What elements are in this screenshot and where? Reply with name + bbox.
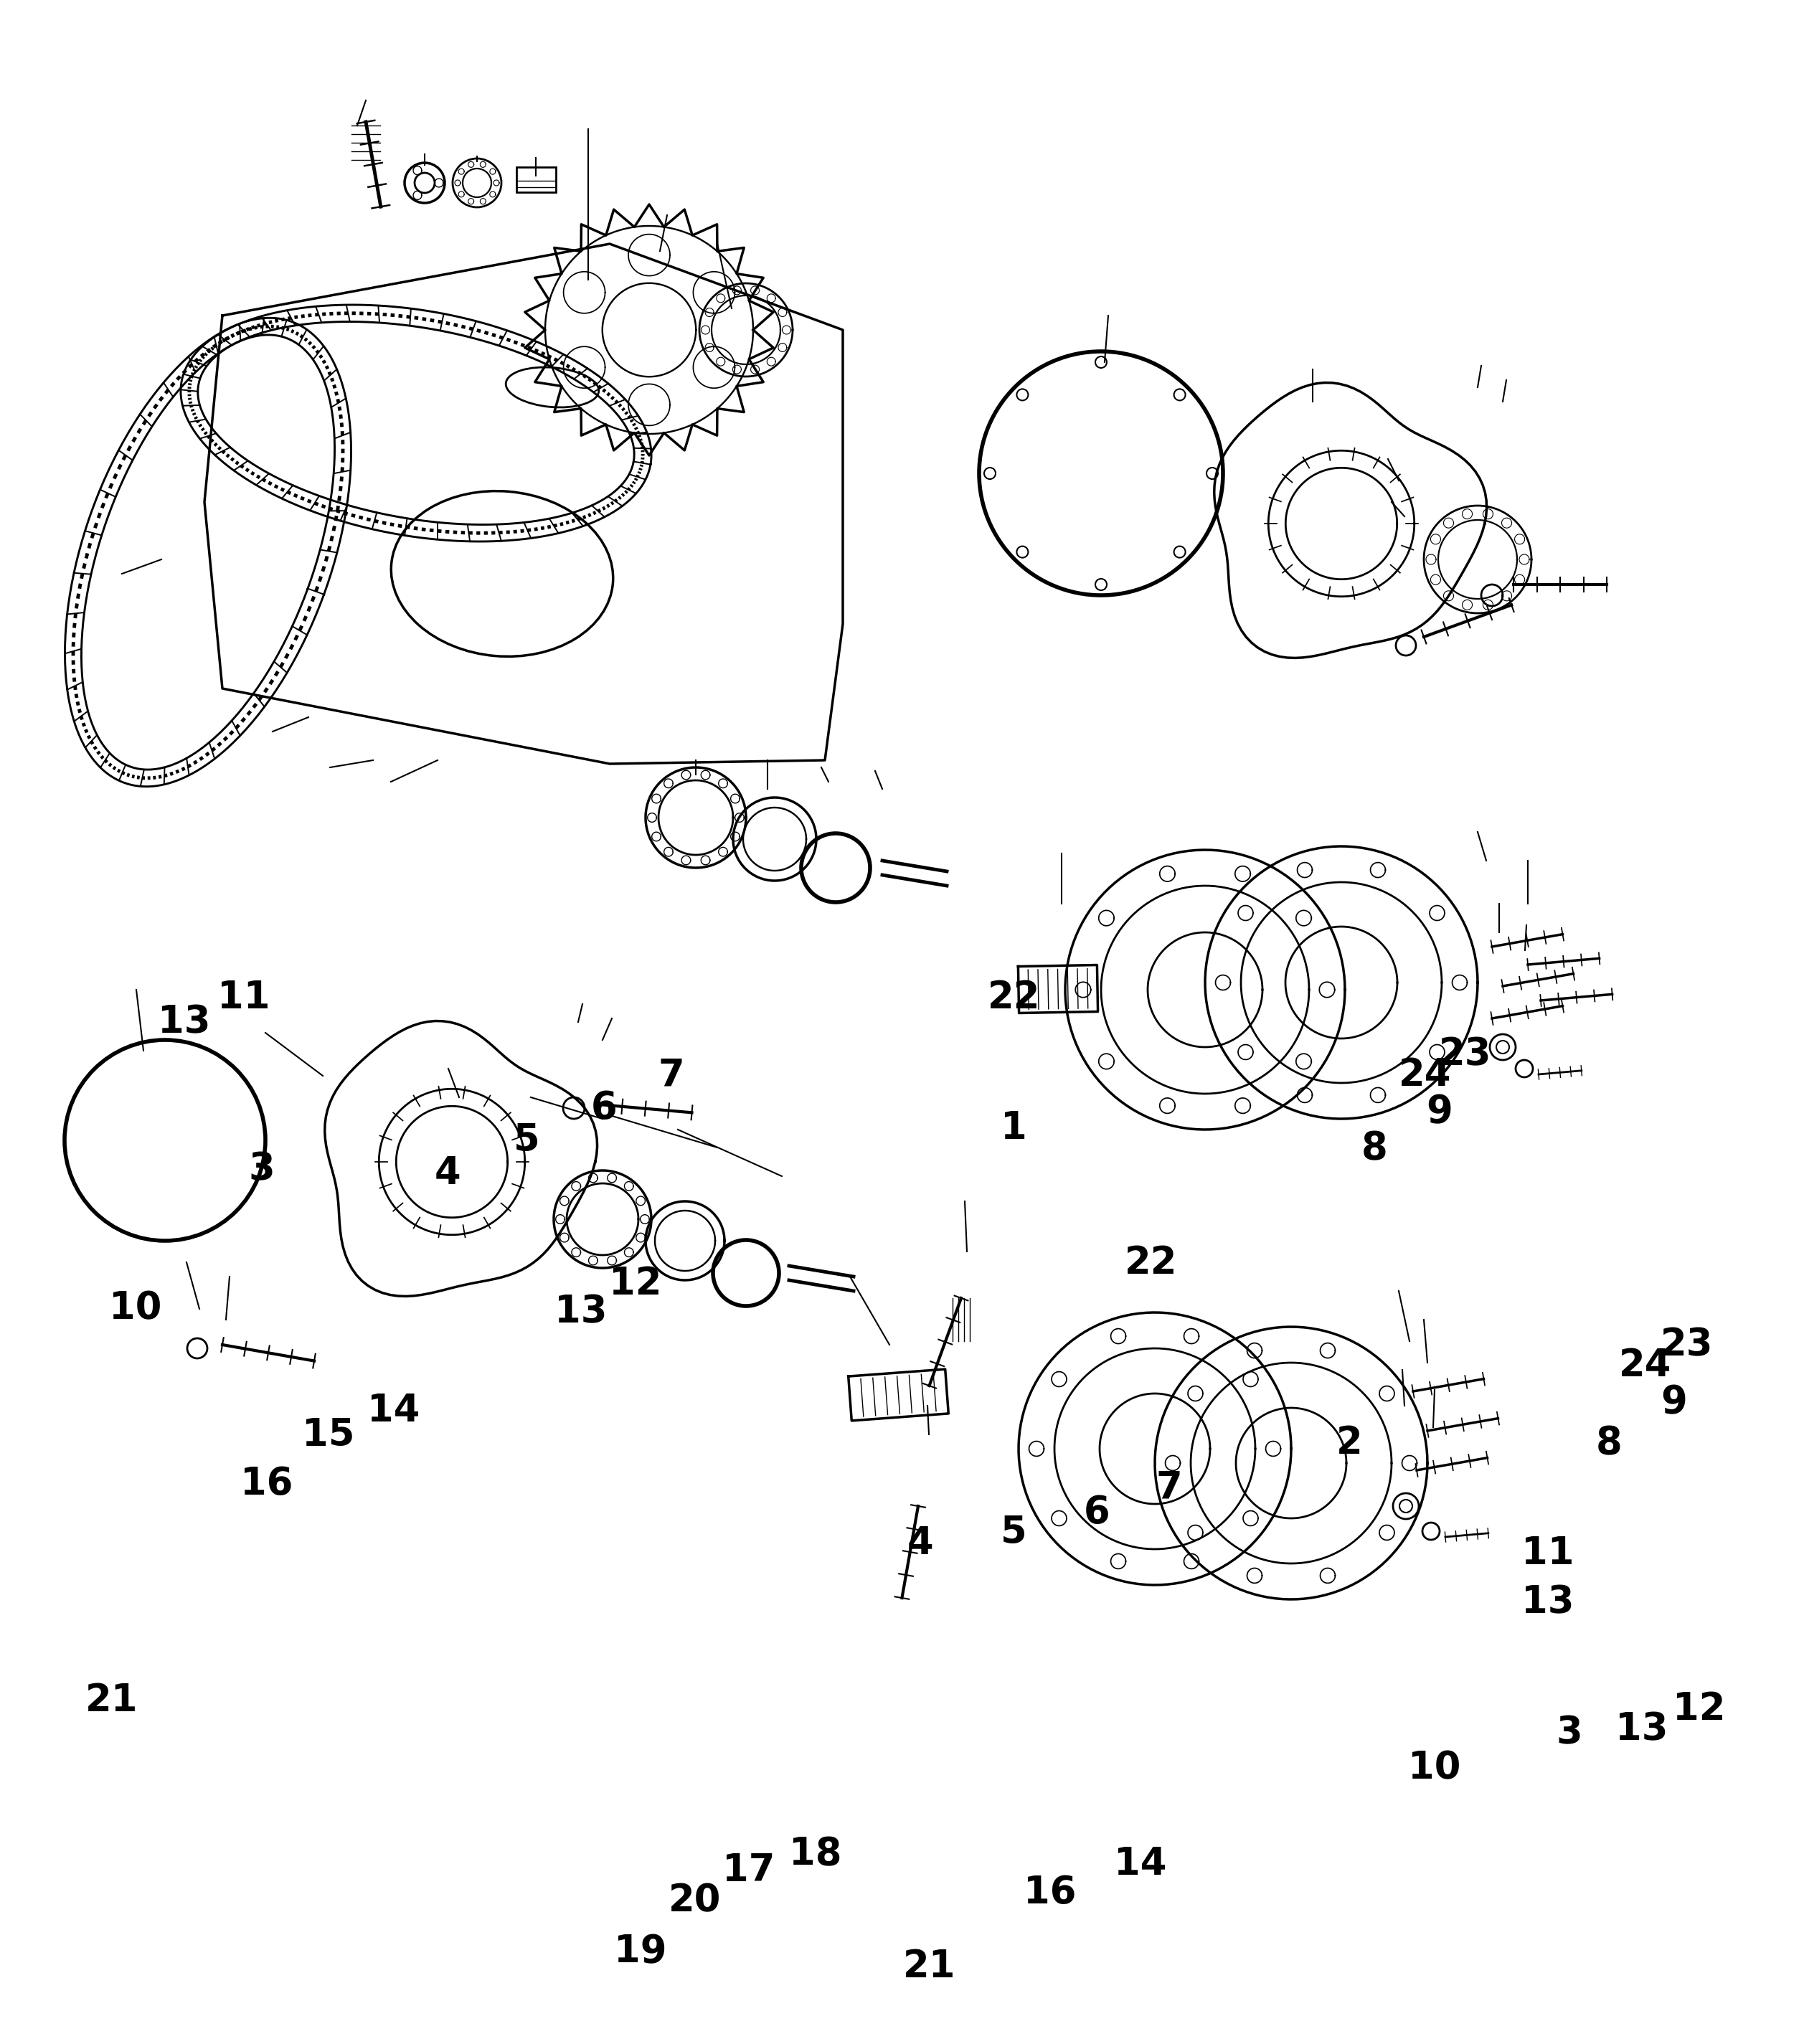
Text: 8: 8: [1597, 1425, 1622, 1461]
Text: 24: 24: [1618, 1347, 1672, 1384]
Text: 15: 15: [301, 1416, 355, 1453]
Text: 5: 5: [514, 1122, 539, 1159]
Text: 3: 3: [1557, 1715, 1582, 1752]
Text: 7: 7: [658, 1057, 684, 1094]
Text: 13: 13: [1615, 1711, 1669, 1748]
Text: 8: 8: [1362, 1130, 1387, 1167]
Text: 22: 22: [987, 979, 1041, 1016]
Text: 4: 4: [435, 1155, 460, 1192]
Text: 3: 3: [249, 1151, 274, 1188]
Text: 14: 14: [1113, 1846, 1167, 1883]
Bar: [516, 168, 556, 192]
Text: 13: 13: [554, 1294, 608, 1331]
Text: 22: 22: [1124, 1245, 1178, 1282]
Text: 17: 17: [722, 1852, 776, 1889]
Text: 21: 21: [85, 1682, 139, 1719]
Text: 16: 16: [240, 1466, 294, 1502]
Text: 9: 9: [1427, 1094, 1452, 1130]
Text: 6: 6: [1084, 1494, 1109, 1531]
Text: 10: 10: [108, 1290, 162, 1327]
Text: 21: 21: [902, 1948, 956, 1985]
Text: 24: 24: [1398, 1057, 1452, 1094]
Text: 12: 12: [1672, 1690, 1726, 1727]
Text: 23: 23: [1660, 1327, 1714, 1363]
Text: 13: 13: [1521, 1584, 1575, 1621]
Text: 16: 16: [1023, 1874, 1077, 1911]
Text: 4: 4: [907, 1525, 933, 1562]
Text: 5: 5: [1001, 1515, 1026, 1551]
Text: 11: 11: [1521, 1535, 1575, 1572]
Text: 12: 12: [608, 1265, 662, 1302]
Text: 1: 1: [1001, 1110, 1026, 1147]
Text: 7: 7: [1156, 1470, 1182, 1506]
Text: 18: 18: [788, 1836, 842, 1872]
Text: 20: 20: [667, 1883, 722, 1919]
Text: 11: 11: [216, 979, 271, 1016]
Text: 10: 10: [1407, 1750, 1461, 1786]
Text: 2: 2: [1337, 1425, 1362, 1461]
Text: 9: 9: [1661, 1384, 1687, 1421]
Text: 23: 23: [1438, 1036, 1492, 1073]
Text: 13: 13: [157, 1004, 211, 1040]
Text: 14: 14: [366, 1392, 420, 1429]
Text: 19: 19: [613, 1934, 667, 1970]
Text: 6: 6: [592, 1089, 617, 1126]
